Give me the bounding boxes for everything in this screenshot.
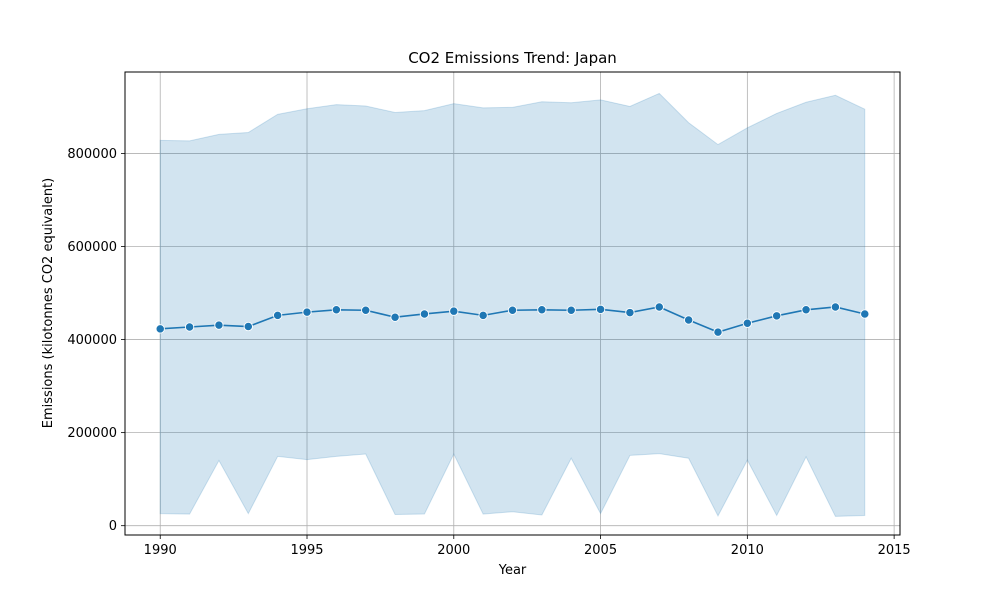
chart-title: CO2 Emissions Trend: Japan xyxy=(408,49,617,67)
plot-frame xyxy=(124,71,901,536)
y-axis-ticks: 0 200000 400000 600000 800000 xyxy=(67,147,125,534)
data-point xyxy=(273,310,283,321)
y-tick-label: 400000 xyxy=(67,333,117,348)
confidence-band xyxy=(159,92,866,518)
x-axis-ticks: 1990 1995 2000 2005 2010 2015 xyxy=(144,535,911,558)
y-tick-label: 0 xyxy=(109,519,117,534)
x-tick-label: 2000 xyxy=(437,543,470,558)
y-axis-label: Emissions (kilotonnes CO2 equivalent) xyxy=(41,178,56,428)
data-point xyxy=(654,302,664,312)
band-area xyxy=(159,92,866,518)
data-point xyxy=(419,309,430,319)
data-point xyxy=(683,315,694,325)
data-point xyxy=(331,305,342,315)
x-tick-label: 1990 xyxy=(144,543,177,558)
series-markers xyxy=(155,302,870,337)
data-point xyxy=(625,307,635,318)
data-point xyxy=(507,305,518,315)
x-tick-label: 2005 xyxy=(584,543,617,558)
data-point xyxy=(184,322,195,332)
data-point xyxy=(155,324,165,334)
data-point xyxy=(243,321,253,332)
data-point xyxy=(478,310,488,321)
x-tick-label: 2010 xyxy=(731,543,764,558)
y-tick-label: 200000 xyxy=(67,426,117,441)
data-point xyxy=(566,305,576,315)
y-tick-label: 600000 xyxy=(67,240,117,255)
data-point xyxy=(302,307,312,317)
data-point xyxy=(390,312,400,322)
x-tick-label: 1995 xyxy=(290,543,323,558)
x-axis-label: Year xyxy=(498,563,527,578)
data-point xyxy=(595,304,606,314)
data-point xyxy=(742,318,752,328)
data-point xyxy=(361,305,371,315)
data-point xyxy=(772,311,782,321)
data-point xyxy=(830,302,841,312)
data-point xyxy=(801,305,811,315)
data-point xyxy=(537,305,547,315)
data-point xyxy=(713,327,723,337)
grid xyxy=(125,72,900,535)
data-point xyxy=(860,309,870,319)
y-tick-label: 800000 xyxy=(67,147,117,162)
data-point xyxy=(449,306,459,316)
data-point xyxy=(214,320,224,330)
x-tick-label: 2015 xyxy=(878,543,911,558)
